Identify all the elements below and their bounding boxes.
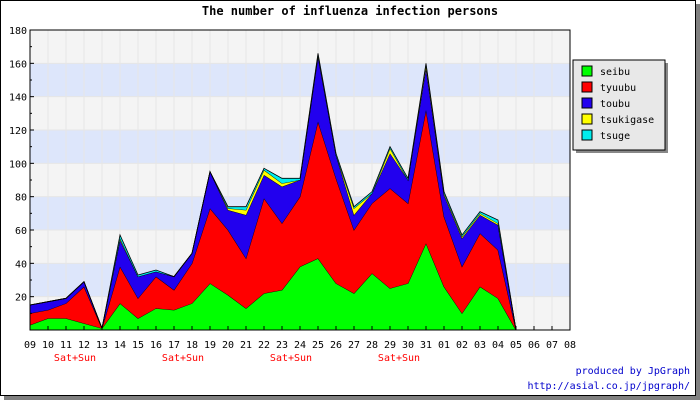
x-tick-label: 14 [114, 340, 126, 351]
x-tick-label: 12 [78, 340, 90, 351]
y-tick-label: 100 [9, 159, 27, 170]
legend-swatch-tyuubu [581, 81, 593, 93]
x-tick-label: 31 [420, 340, 432, 351]
x-tick-label: 02 [456, 340, 468, 351]
x-tick-label: 08 [564, 340, 576, 351]
x-tick-label: 23 [276, 340, 288, 351]
plot-axes: 20 40 60 80 100 120 140 160 180 09 10 11 12 13 14 15 16 1… [9, 26, 576, 364]
credit-line-1: produced by JpGraph [575, 366, 690, 377]
x-tick-label: 05 [510, 340, 522, 351]
x-tick-label: 18 [186, 340, 198, 351]
legend-swatch-tsukigase [581, 113, 593, 125]
legend-label-toubu: toubu [600, 99, 630, 110]
series-area-seibu [30, 243, 570, 330]
credit-block: produced by JpGraph http://asial.co.jp/j… [527, 364, 690, 394]
y-tick-label: 40 [15, 259, 27, 270]
x-tick-label: 01 [438, 340, 450, 351]
y-tick-label: 140 [9, 93, 27, 104]
weekend-label: Sat+Sun [162, 353, 204, 364]
legend-swatch-tsuge [581, 129, 593, 141]
series-area-toubu [30, 56, 570, 331]
x-tick-label: 28 [366, 340, 378, 351]
x-tick-label: 06 [528, 340, 540, 351]
x-tick-label: 09 [24, 340, 36, 351]
x-tick-label: 04 [492, 340, 504, 351]
legend-swatch-toubu [581, 97, 593, 109]
series-line-tsuge [29, 53, 570, 331]
x-tick-label: 16 [150, 340, 162, 351]
legend-label-tsukigase: tsukigase [600, 115, 654, 126]
x-tick-label: 11 [60, 340, 72, 351]
x-tick-label: 27 [348, 340, 360, 351]
x-tick-label: 15 [132, 340, 144, 351]
chart-title: The number of influenza infection person… [202, 4, 498, 18]
legend-label-seibu: seibu [600, 67, 630, 78]
plot-areas [29, 53, 570, 331]
weekend-label: Sat+Sun [378, 353, 420, 364]
x-tick-label: 30 [402, 340, 414, 351]
y-tick-label: 20 [15, 293, 27, 304]
x-tick-label: 20 [222, 340, 234, 351]
y-tick-label: 180 [9, 26, 27, 37]
x-tick-label: 26 [330, 340, 342, 351]
x-tick-label: 21 [240, 340, 252, 351]
legend-swatch-seibu [581, 65, 593, 77]
legend: seibu tyuubu toubu tsukigase tsuge [572, 59, 668, 153]
x-tick-label: 10 [42, 340, 54, 351]
x-tick-label: 19 [204, 340, 216, 351]
x-tick-label: 07 [546, 340, 558, 351]
weekend-label: Sat+Sun [270, 353, 312, 364]
x-tick-label: 29 [384, 340, 396, 351]
credit-line-2: http://asial.co.jp/jpgraph/ [527, 381, 690, 392]
y-tick-label: 80 [15, 193, 27, 204]
y-tick-label: 160 [9, 59, 27, 70]
y-tick-label: 60 [15, 226, 27, 237]
x-tick-label: 22 [258, 340, 270, 351]
y-tick-label: 120 [9, 126, 27, 137]
legend-label-tyuubu: tyuubu [600, 83, 636, 94]
legend-label-tsuge: tsuge [600, 131, 630, 142]
x-tick-label: 13 [96, 340, 108, 351]
x-tick-label: 25 [312, 340, 324, 351]
x-tick-label: 24 [294, 340, 306, 351]
x-tick-label: 17 [168, 340, 180, 351]
x-tick-label: 03 [474, 340, 486, 351]
weekend-label: Sat+Sun [54, 353, 96, 364]
